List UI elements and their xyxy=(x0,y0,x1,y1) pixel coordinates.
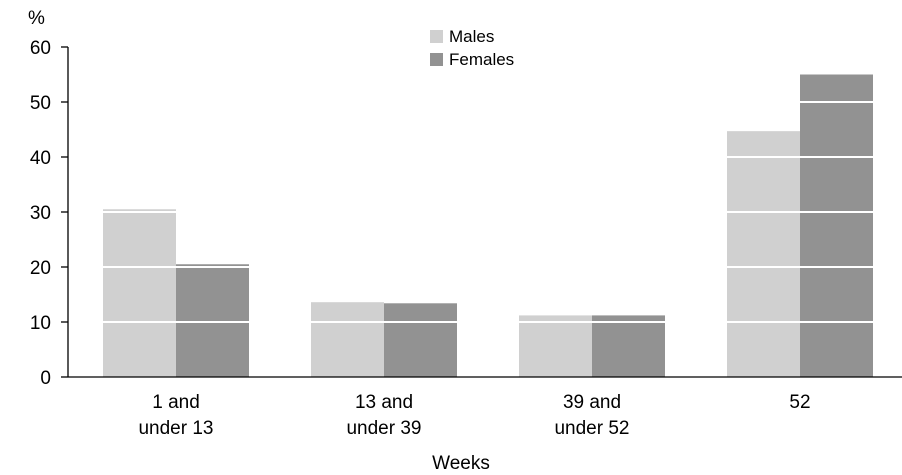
x-category-label-3-line-0: 52 xyxy=(789,392,810,413)
bar-males-1 xyxy=(311,302,384,377)
bar-females-1 xyxy=(384,303,457,377)
legend-swatch-females xyxy=(430,53,443,66)
y-tick-label-0: 0 xyxy=(40,368,51,389)
legend-label-females: Females xyxy=(449,50,514,69)
legend-swatch-males xyxy=(430,30,443,43)
bar-males-2 xyxy=(519,315,592,377)
legend-label-males: Males xyxy=(449,27,494,46)
bars-group xyxy=(103,74,873,377)
axes-group xyxy=(61,46,902,378)
legend: Males Females xyxy=(430,27,514,69)
bar-females-0 xyxy=(176,264,249,377)
x-category-label-2-line-0: 39 and xyxy=(563,392,621,413)
x-category-label-1-line-1: under 39 xyxy=(346,418,421,439)
x-axis-title: Weeks xyxy=(432,453,490,474)
gridlines-group xyxy=(68,46,902,323)
x-category-label-1-line-0: 13 and xyxy=(355,392,413,413)
bar-females-2 xyxy=(592,315,665,377)
x-category-labels: 1 and under 13 13 and under 39 39 and under 5… xyxy=(138,392,810,439)
bar-females-3 xyxy=(800,74,873,377)
y-tick-label-10: 10 xyxy=(30,313,51,334)
y-tick-label-60: 60 xyxy=(30,38,51,59)
y-axis-unit-label: % xyxy=(28,8,45,29)
y-tick-label-50: 50 xyxy=(30,93,51,114)
y-tick-label-40: 40 xyxy=(30,148,51,169)
y-tick-labels: 0 10 20 30 40 50 60 xyxy=(30,38,51,389)
x-category-label-0-line-1: under 13 xyxy=(138,418,213,439)
y-tick-label-30: 30 xyxy=(30,203,51,224)
x-category-label-0-line-0: 1 and xyxy=(152,392,200,413)
x-category-label-2-line-1: under 52 xyxy=(554,418,629,439)
y-tick-label-20: 20 xyxy=(30,258,51,279)
bar-males-3 xyxy=(727,131,800,377)
bar-males-0 xyxy=(103,209,176,377)
